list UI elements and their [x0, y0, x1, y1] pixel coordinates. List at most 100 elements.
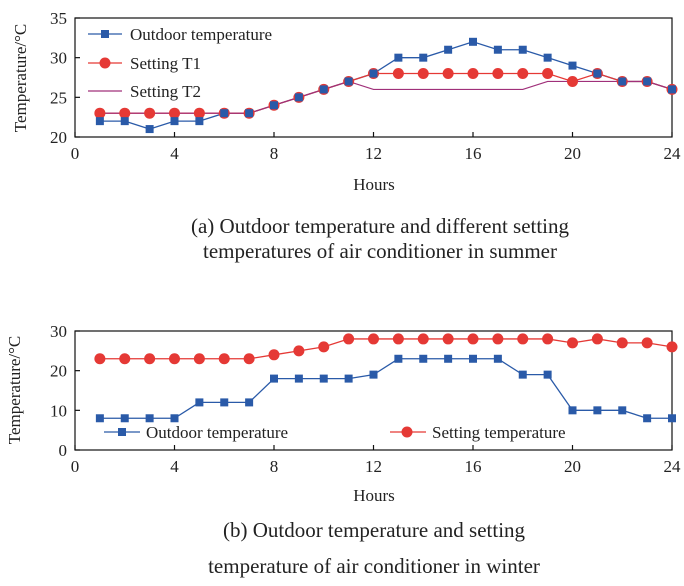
legend-circle-marker-b [401, 426, 413, 438]
data-point-b-1 [169, 353, 180, 365]
x-tick-label-b: 0 [71, 457, 80, 476]
series-line-b-1 [99, 338, 673, 360]
x-tick-label-b: 8 [270, 457, 279, 476]
data-point-b-0 [668, 414, 676, 423]
data-point-b-0 [568, 406, 577, 415]
data-point-b-0 [643, 414, 652, 423]
x-tick-label-a: 0 [71, 144, 80, 163]
y-tick-label-a: 30 [50, 49, 67, 68]
data-point-b-0 [419, 354, 428, 363]
data-point-b-1 [542, 333, 554, 345]
data-point-a-0 [220, 109, 229, 118]
caption-a-line1: (a) Outdoor temperature and different se… [191, 214, 570, 238]
data-point-b-1 [392, 333, 404, 345]
data-point-a-0 [593, 69, 602, 78]
data-point-a-0 [294, 93, 303, 102]
caption-a-line2: temperatures of air conditioner in summe… [203, 239, 557, 263]
x-tick-label-b: 12 [365, 457, 382, 476]
data-point-a-1 [119, 107, 131, 119]
data-point-a-1 [567, 75, 578, 87]
data-point-a-0 [493, 45, 502, 54]
data-point-b-1 [318, 341, 330, 353]
data-point-a-0 [543, 53, 552, 62]
chart-panel-a: 0 4 8 12 16 20 24 20 25 30 35 Outdoor temperature … [11, 9, 681, 263]
caption-b-line1: (b) Outdoor temperature and setting [223, 518, 526, 542]
x-tick-label-a: 4 [170, 144, 179, 163]
data-point-b-0 [444, 354, 453, 363]
data-point-b-1 [567, 337, 578, 349]
data-point-a-0 [518, 45, 527, 54]
data-point-a-0 [444, 45, 453, 54]
data-point-a-1 [517, 68, 529, 80]
x-tick-label-a: 8 [270, 144, 279, 163]
data-point-a-0 [419, 53, 428, 62]
data-point-b-1 [268, 349, 280, 361]
axis-ticks-b: 0 4 8 12 16 20 24 0 10 20 30 [50, 322, 681, 476]
data-point-b-1 [641, 337, 653, 349]
legend-label-outdoor-a: Outdoor temperature [130, 25, 272, 44]
data-point-a-0 [469, 37, 477, 46]
data-point-b-1 [442, 333, 454, 345]
legend-square-marker-b [118, 428, 126, 436]
data-point-b-1 [591, 333, 603, 345]
axis-ticks-a: 0 4 8 12 16 20 24 20 25 30 35 [50, 9, 681, 163]
data-point-b-0 [469, 354, 477, 363]
data-point-a-0 [568, 61, 577, 70]
y-tick-label-b: 0 [59, 441, 68, 460]
caption-b-line2: temperature of air conditioner in winter [208, 554, 540, 578]
series-group-a [94, 37, 678, 134]
data-point-a-0 [369, 69, 378, 78]
y-axis-label-b: Temperature/°C [5, 336, 24, 445]
x-axis-label-b: Hours [353, 486, 395, 505]
x-tick-label-a: 12 [365, 144, 382, 163]
data-point-a-1 [392, 68, 404, 80]
data-point-a-1 [144, 107, 156, 119]
legend-circle-marker-a [99, 57, 111, 69]
data-point-a-0 [394, 53, 403, 62]
data-point-b-0 [319, 374, 328, 383]
x-tick-label-a: 24 [664, 144, 682, 163]
data-point-a-0 [618, 77, 627, 86]
x-tick-label-b: 16 [465, 457, 482, 476]
data-point-b-1 [368, 333, 379, 345]
data-point-b-1 [467, 333, 479, 345]
data-point-b-0 [543, 370, 552, 379]
chart-panel-b: 0 4 8 12 16 20 24 0 10 20 30 Outdoor temperature S… [5, 322, 681, 578]
data-point-a-1 [169, 107, 180, 119]
y-tick-label-a: 35 [50, 9, 67, 28]
x-tick-label-a: 16 [465, 144, 482, 163]
series-line-a-0 [99, 41, 673, 130]
data-point-a-0 [120, 117, 129, 126]
series-group-b [94, 333, 678, 423]
data-point-b-1 [343, 333, 355, 345]
data-point-a-1 [417, 68, 429, 80]
data-point-b-0 [270, 374, 278, 383]
data-point-b-0 [195, 398, 204, 407]
data-point-a-0 [344, 77, 353, 86]
legend-label-outdoor-b: Outdoor temperature [146, 423, 288, 442]
data-point-a-0 [270, 101, 278, 110]
y-axis-label-a: Temperature/°C [11, 24, 30, 133]
data-point-b-0 [145, 414, 154, 423]
x-tick-label-a: 20 [564, 144, 581, 163]
data-point-b-0 [120, 414, 129, 423]
data-point-b-0 [394, 354, 403, 363]
data-point-a-1 [94, 107, 106, 119]
series-line-b-0 [99, 358, 672, 419]
x-tick-label-b: 24 [664, 457, 682, 476]
data-point-a-0 [319, 85, 328, 94]
data-point-b-0 [593, 406, 602, 415]
data-point-a-0 [145, 125, 154, 134]
data-point-b-0 [170, 414, 179, 423]
data-point-b-1 [144, 353, 156, 365]
data-point-b-1 [193, 353, 205, 365]
data-point-b-0 [344, 374, 353, 383]
data-point-b-0 [95, 414, 104, 423]
data-point-b-0 [220, 398, 229, 407]
data-point-b-1 [666, 341, 678, 353]
data-point-a-0 [643, 77, 652, 86]
data-point-a-1 [492, 68, 504, 80]
data-point-b-1 [517, 333, 529, 345]
data-point-a-1 [193, 107, 205, 119]
